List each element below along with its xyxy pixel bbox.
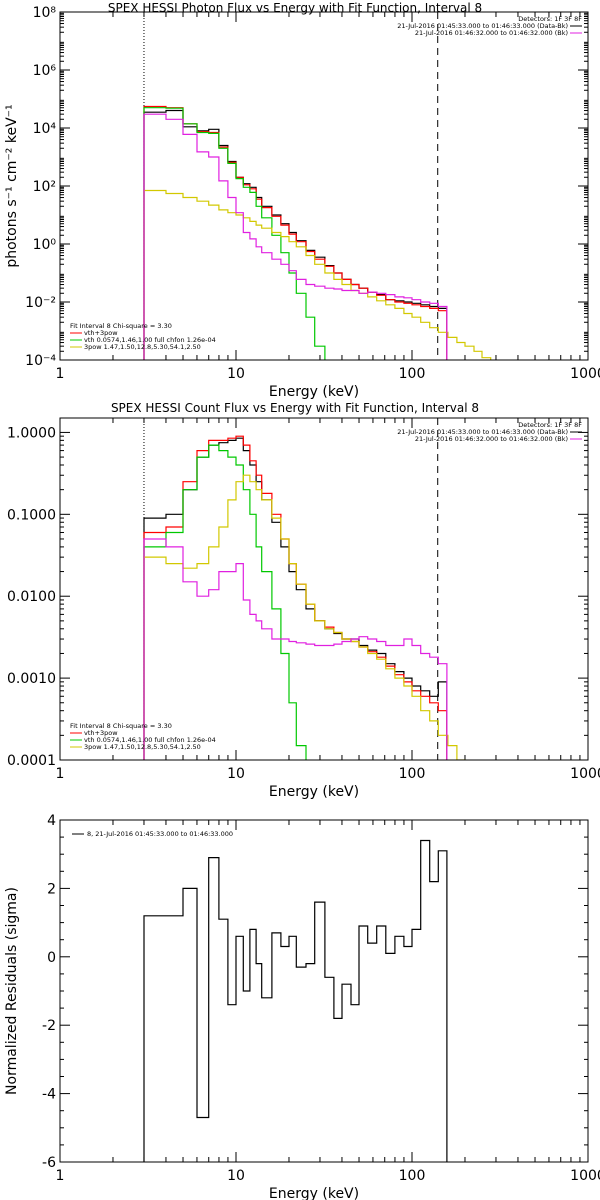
x-axis-label: Energy (keV) — [269, 784, 359, 800]
legend-topright-text: 21-Jul-2016 01:45:33.000 to 01:46:33.000… — [397, 22, 568, 30]
x-tick-label: 1 — [56, 1168, 65, 1184]
legend-residual-text: 8, 21-Jul-2016 01:45:33.000 to 01:46:33.… — [87, 830, 233, 838]
chart-title: SPEX HESSI Count Flux vs Energy with Fit… — [111, 401, 479, 415]
legend-topright-text: Detectors: 1F 3F 8F — [518, 15, 582, 23]
plot-frame — [59, 11, 589, 361]
y-tick-label: 10⁻² — [25, 295, 56, 311]
legend-residual: 8, 21-Jul-2016 01:45:33.000 to 01:46:33.… — [72, 830, 233, 838]
legend-bottomleft-text: vth 0.0574,1.46,1.00 full chfon 1.26e-04 — [84, 736, 216, 744]
x-axis-label: Energy (keV) — [269, 384, 359, 400]
legend-topright-text: 21-Jul-2016 01:45:33.000 to 01:46:33.000… — [397, 428, 568, 436]
y-tick-label: 1.0000 — [7, 425, 56, 441]
series-line-1 — [143, 105, 448, 360]
legend-bottomleft-text: vth 0.0574,1.46,1.00 full chfon 1.26e-04 — [84, 336, 216, 344]
y-tick-label: 10⁰ — [33, 237, 57, 253]
x-tick-label: 1000 — [570, 366, 600, 382]
y-tick-label: 10⁴ — [33, 121, 57, 137]
chart-panel-1: SPEX HESSI Count Flux vs Energy with Fit… — [7, 401, 600, 800]
series-line-0 — [143, 109, 448, 360]
legend-bottomleft-text: vth+3pow — [84, 729, 118, 737]
x-tick-label: 100 — [399, 766, 426, 782]
legend-bottomleft: Fit Interval 8 Chi-square = 3.30vth+3pow… — [70, 322, 216, 351]
legend-bottomleft: Fit Interval 8 Chi-square = 3.30vth+3pow… — [70, 722, 216, 751]
series-line-1 — [143, 435, 448, 760]
y-tick-label: 2 — [47, 881, 56, 897]
y-tick-label: 0.1000 — [7, 507, 56, 523]
y-tick-label: 0 — [47, 950, 56, 966]
y-tick-label: 10² — [33, 179, 56, 195]
x-tick-label: 1 — [56, 366, 65, 382]
series-line-0 — [143, 839, 448, 1162]
y-tick-label: 10⁶ — [33, 63, 57, 79]
chart-title: SPEX HESSI Photon Flux vs Energy with Fi… — [108, 1, 482, 15]
series-line-3 — [143, 189, 492, 360]
legend-bottomleft-text: Fit Interval 8 Chi-square = 3.30 — [70, 722, 172, 730]
plot-frame — [59, 819, 589, 1163]
chart-panel-0: SPEX HESSI Photon Flux vs Energy with Fi… — [4, 1, 600, 400]
y-tick-label: 10⁸ — [33, 5, 57, 21]
y-tick-label: -2 — [42, 1018, 56, 1034]
legend-bottomleft-text: 3pow 1.47,1.50,12.8,5.30,54.1,2.50 — [84, 343, 201, 351]
x-tick-label: 1000 — [570, 1168, 600, 1184]
x-tick-label: 100 — [399, 366, 426, 382]
series-line-2 — [143, 444, 307, 760]
legend-topright-text: Detectors: 1F 3F 8F — [518, 421, 582, 429]
series-line-4 — [143, 538, 448, 760]
plot-frame — [59, 417, 589, 761]
series-line-2 — [143, 107, 326, 360]
x-tick-label: 10 — [227, 1168, 245, 1184]
x-tick-label: 1000 — [570, 766, 600, 782]
x-tick-label: 100 — [399, 1168, 426, 1184]
x-tick-label: 10 — [227, 366, 245, 382]
y-tick-label: -6 — [42, 1155, 56, 1171]
y-tick-label: 4 — [47, 813, 56, 829]
y-tick-label: 0.0100 — [7, 589, 56, 605]
x-axis-label: Energy (keV) — [269, 1186, 359, 1200]
y-tick-label: 0.0010 — [7, 671, 56, 687]
legend-bottomleft-text: 3pow 1.47,1.50,12.8,5.30,54.1,2.50 — [84, 743, 201, 751]
legend-topright-text: 21-Jul-2016 01:46:32.000 to 01:46:32.000… — [415, 435, 568, 443]
series-line-0 — [143, 437, 448, 760]
chart-panel-2: 1 10 100 1000 -6 -4 -2 0 2 4 Energy (keV) Normalize… — [4, 813, 600, 1200]
series-line-4 — [143, 113, 448, 360]
y-tick-label: 0.0001 — [7, 753, 56, 769]
x-tick-label: 10 — [227, 766, 245, 782]
y-axis-label: photons s⁻¹ cm⁻² keV⁻¹ — [4, 104, 20, 267]
y-tick-label: 10⁻⁴ — [25, 353, 56, 369]
legend-bottomleft-text: Fit Interval 8 Chi-square = 3.30 — [70, 322, 172, 330]
legend-topright-text: 21-Jul-2016 01:46:32.000 to 01:46:32.000… — [415, 29, 568, 37]
series-line-3 — [143, 474, 466, 760]
y-axis-label: Normalized Residuals (sigma) — [4, 887, 20, 1095]
y-tick-label: -4 — [42, 1087, 56, 1103]
legend-bottomleft-text: vth+3pow — [84, 329, 118, 337]
x-tick-label: 1 — [56, 766, 65, 782]
